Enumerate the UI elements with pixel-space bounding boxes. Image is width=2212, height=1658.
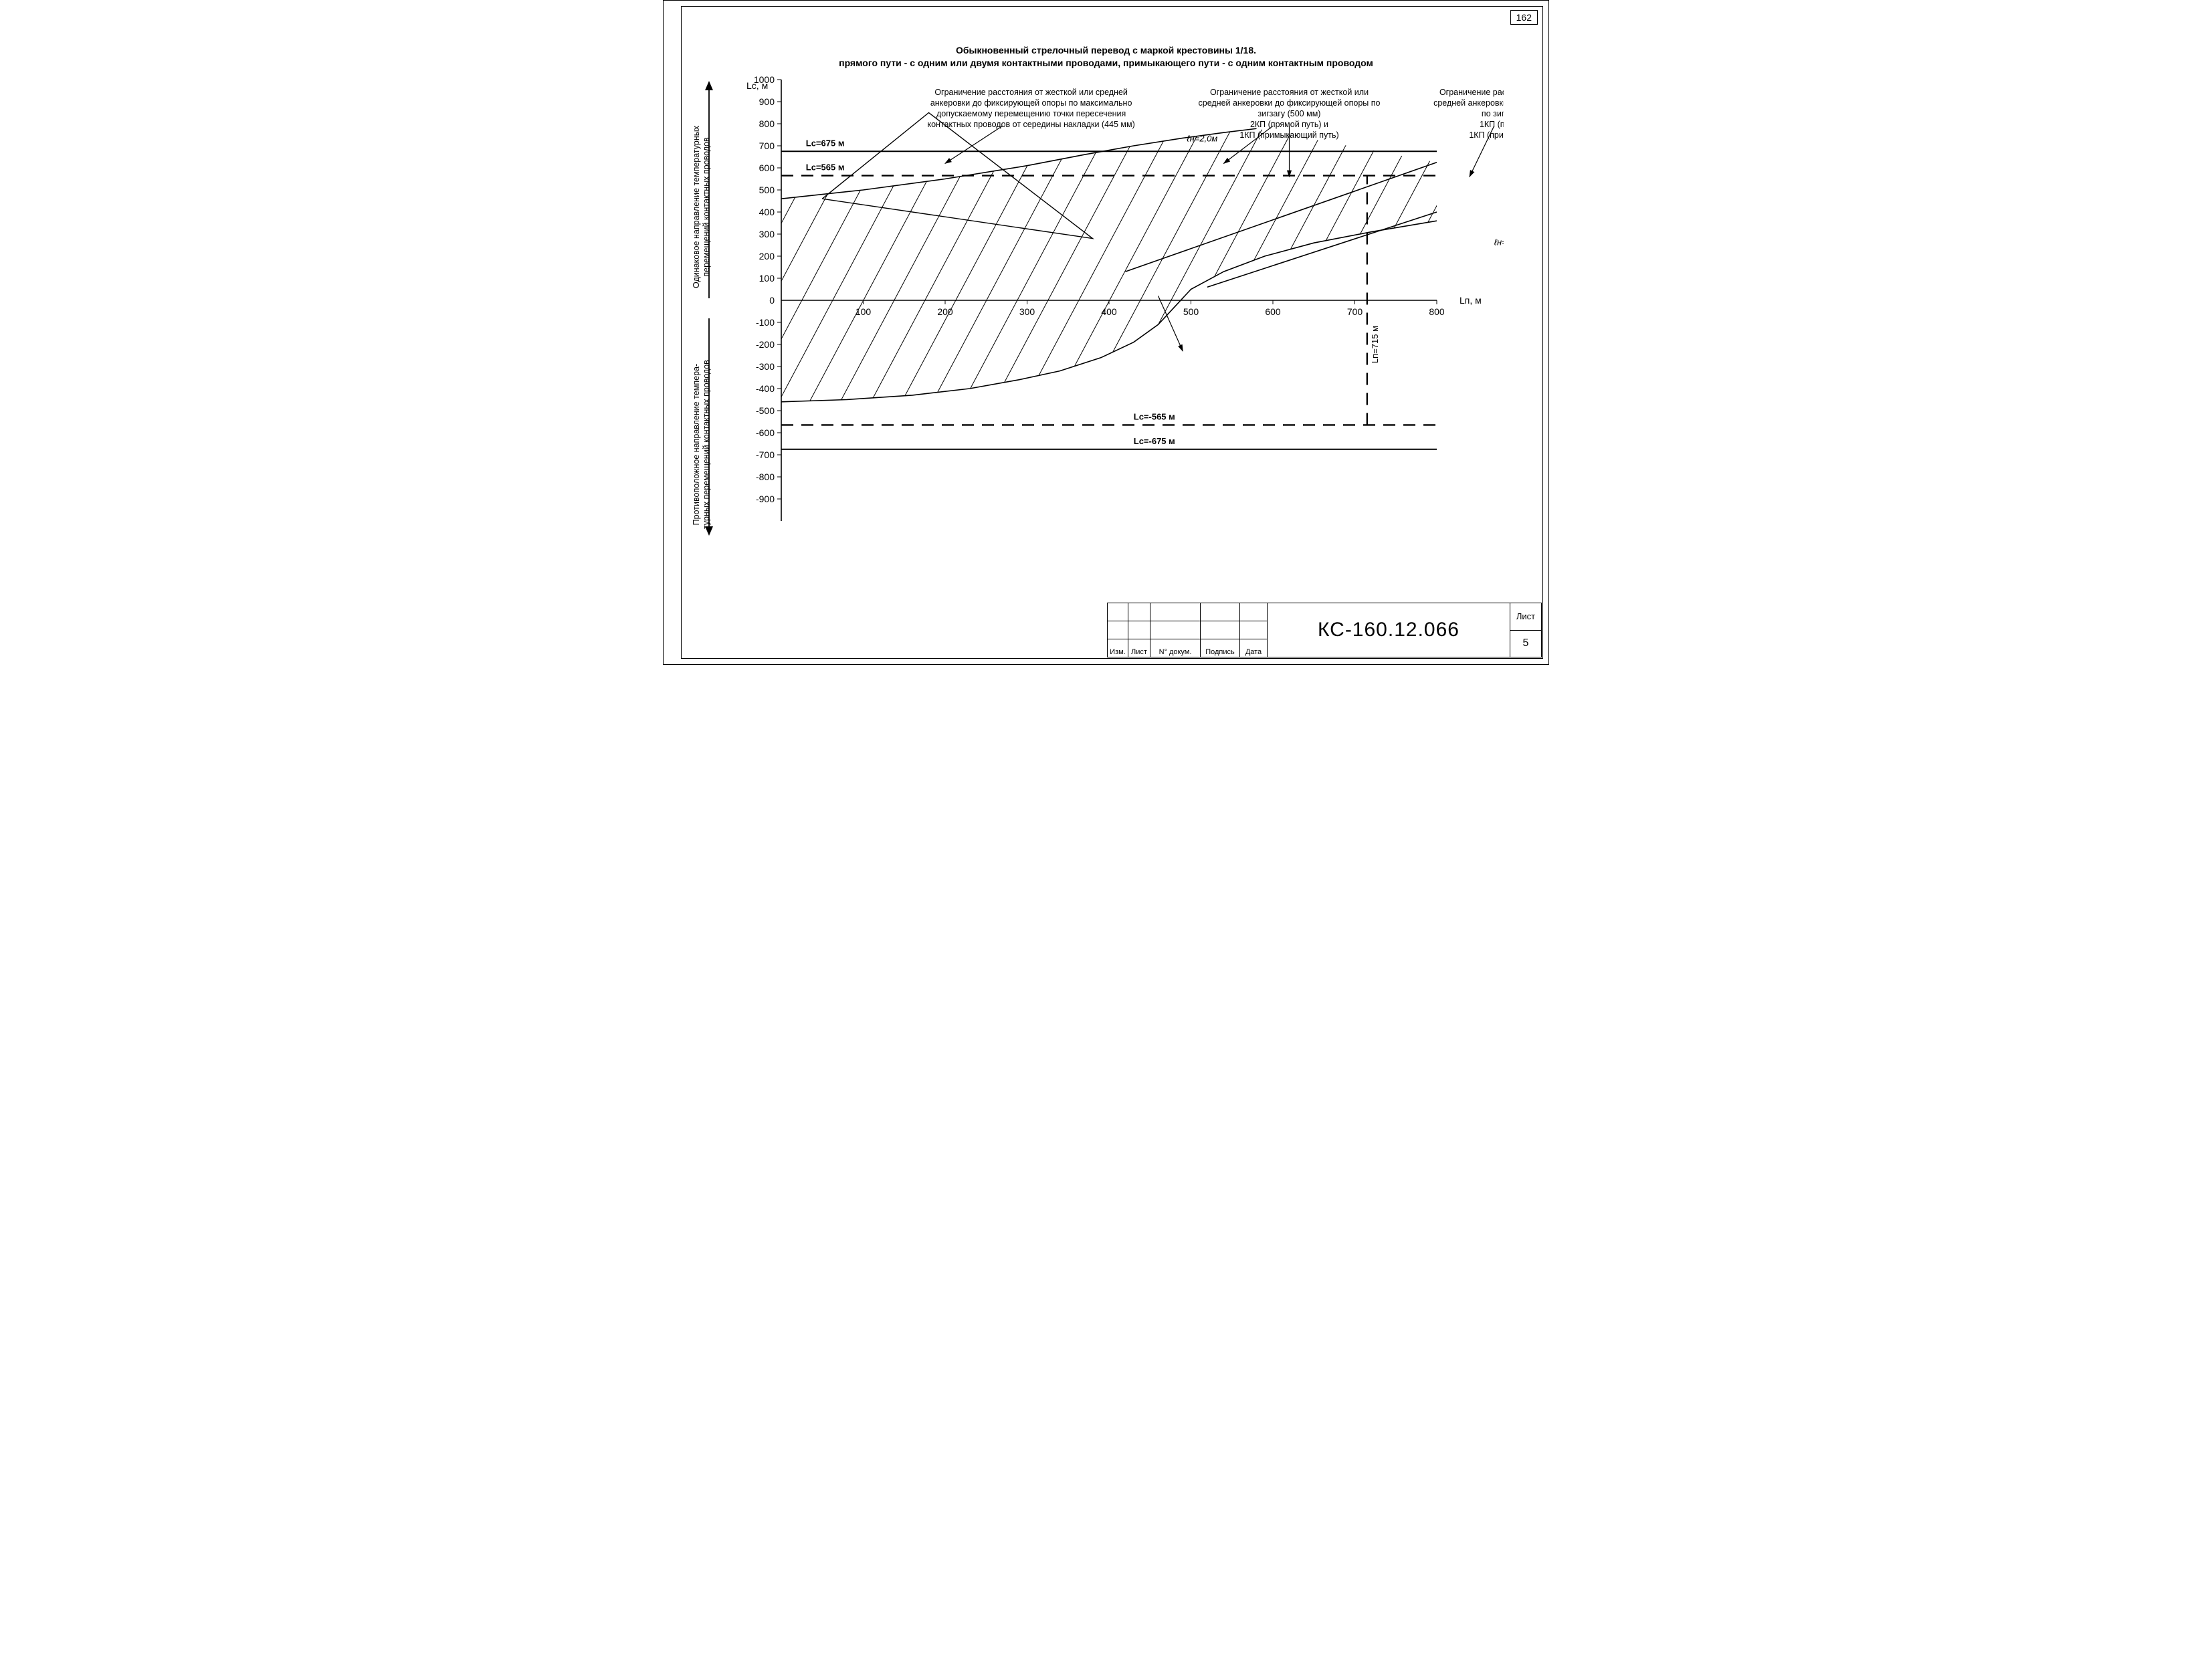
- col-data: Дата: [1240, 639, 1267, 657]
- col-izm: Изм.: [1108, 639, 1128, 657]
- svg-text:Lc=675 м: Lc=675 м: [806, 138, 845, 148]
- svg-text:Ограничение расстояния от жест: Ограничение расстояния от жесткой или: [1210, 88, 1369, 97]
- svg-text:-200: -200: [756, 339, 775, 350]
- svg-text:зигзагу (500 мм): зигзагу (500 мм): [1258, 109, 1321, 118]
- title-line-1: Обыкновенный стрелочный перевод с маркой…: [664, 44, 1548, 57]
- arrow-up-icon: [702, 81, 716, 302]
- svg-text:-600: -600: [756, 427, 775, 438]
- svg-text:200: 200: [937, 306, 953, 317]
- svg-text:-100: -100: [756, 317, 775, 328]
- svg-text:Lп=715 м: Lп=715 м: [1370, 326, 1380, 363]
- svg-text:-700: -700: [756, 449, 775, 460]
- arrow-down-icon: [702, 315, 716, 536]
- svg-text:800: 800: [759, 118, 775, 129]
- svg-text:-300: -300: [756, 361, 775, 372]
- svg-text:Lc=-675 м: Lc=-675 м: [1134, 436, 1175, 446]
- svg-text:Ограничение расстояния от жест: Ограничение расстояния от жесткой или: [1439, 88, 1504, 97]
- svg-text:-500: -500: [756, 405, 775, 416]
- svg-text:ℓн=2,0м: ℓн=2,0м: [1494, 237, 1504, 247]
- chart: -900 -800 -700 -600 -500 -400 -300 -200 -100 100 2…: [701, 73, 1504, 541]
- svg-text:средней анкеровки до фиксирующ: средней анкеровки до фиксирующей опоры: [1433, 98, 1504, 108]
- svg-text:анкеровки до фиксирующей опоры: анкеровки до фиксирующей опоры по максим…: [930, 98, 1132, 108]
- svg-text:Lc, м: Lc, м: [746, 80, 768, 91]
- svg-text:300: 300: [759, 229, 775, 239]
- svg-text:500: 500: [759, 185, 775, 195]
- svg-text:-800: -800: [756, 472, 775, 482]
- svg-text:контактных проводов от середин: контактных проводов от середины накладки…: [927, 120, 1134, 129]
- chart-svg: -900 -800 -700 -600 -500 -400 -300 -200 -100 100 2…: [701, 73, 1504, 541]
- svg-text:Lп, м: Lп, м: [1460, 295, 1482, 306]
- svg-text:Lc=-565 м: Lc=-565 м: [1134, 411, 1175, 421]
- svg-text:700: 700: [759, 140, 775, 151]
- title-block: Обыкновенный стрелочный перевод с маркой…: [664, 44, 1548, 70]
- sheet-number-block: Лист 5: [1510, 603, 1541, 657]
- sheet-number: 5: [1510, 631, 1541, 657]
- svg-text:700: 700: [1347, 306, 1363, 317]
- revision-table: Изм. Лист N° докум. Подпись Дата: [1108, 603, 1268, 657]
- svg-text:-900: -900: [756, 494, 775, 504]
- svg-text:по зигзагу (500 мм): по зигзагу (500 мм): [1482, 109, 1504, 118]
- svg-text:1КП (прямой путь) и: 1КП (прямой путь) и: [1480, 120, 1504, 129]
- svg-text:0: 0: [769, 295, 775, 306]
- sheet-label: Лист: [1510, 603, 1541, 631]
- col-dokum: N° докум.: [1150, 639, 1201, 657]
- drawing-sheet: 162 Обыкновенный стрелочный перевод с ма…: [663, 0, 1549, 665]
- svg-text:400: 400: [759, 207, 775, 217]
- svg-text:300: 300: [1019, 306, 1035, 317]
- svg-text:Lc=565 м: Lc=565 м: [806, 163, 845, 173]
- col-podpis: Подпись: [1201, 639, 1240, 657]
- svg-text:1КП (примыкающий путь): 1КП (примыкающий путь): [1469, 130, 1504, 140]
- svg-text:100: 100: [759, 273, 775, 284]
- svg-text:800: 800: [1429, 306, 1445, 317]
- svg-text:600: 600: [759, 163, 775, 173]
- svg-text:500: 500: [1183, 306, 1199, 317]
- col-list: Лист: [1128, 639, 1150, 657]
- svg-text:допускаемому перемещению точки: допускаемому перемещению точки пересечен…: [936, 109, 1126, 118]
- svg-text:100: 100: [856, 306, 872, 317]
- svg-text:средней анкеровки до фиксирующ: средней анкеровки до фиксирующей опоры п…: [1199, 98, 1381, 108]
- document-code: КС-160.12.066: [1268, 603, 1510, 657]
- svg-text:Ограничение расстояния от жест: Ограничение расстояния от жесткой или ср…: [934, 88, 1128, 97]
- svg-text:600: 600: [1265, 306, 1281, 317]
- svg-text:-400: -400: [756, 383, 775, 394]
- svg-text:ℓн=2,0м: ℓн=2,0м: [1187, 133, 1217, 143]
- page-number: 162: [1510, 10, 1538, 25]
- title-block-footer: Изм. Лист N° докум. Подпись Дата КС-160.…: [1107, 603, 1542, 657]
- title-line-2: прямого пути - с одним или двумя контакт…: [664, 57, 1548, 70]
- svg-text:200: 200: [759, 251, 775, 262]
- svg-text:900: 900: [759, 96, 775, 107]
